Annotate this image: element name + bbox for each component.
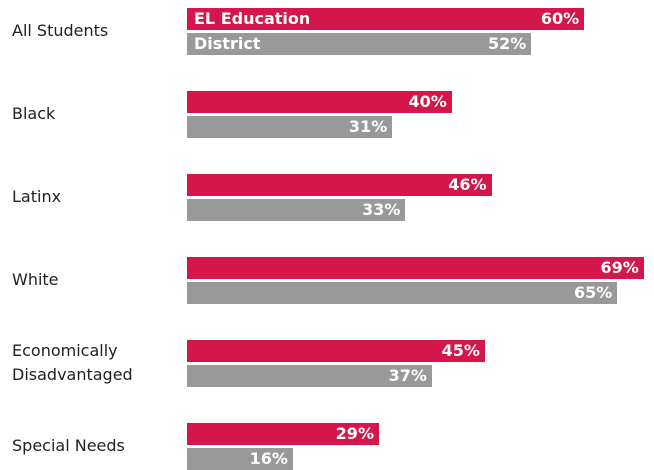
- value-label: 29%: [335, 424, 374, 443]
- value-label: 31%: [348, 116, 388, 136]
- value-label: 69%: [600, 258, 639, 277]
- bar: 69%: [187, 257, 644, 279]
- value-label: 37%: [388, 365, 427, 385]
- value-label: 33%: [362, 199, 401, 219]
- bar: EL Education 60%: [187, 8, 585, 30]
- bar: 45%: [187, 340, 485, 362]
- category-label: Black: [12, 104, 56, 124]
- bar: 65%: [187, 281, 618, 304]
- bar: 31%: [187, 115, 393, 138]
- value-label: 46%: [448, 175, 487, 194]
- value-label: 40%: [408, 92, 447, 111]
- bar: 29%: [187, 423, 379, 445]
- bar: District 52%: [187, 32, 532, 55]
- bar: 37%: [187, 364, 432, 387]
- series-label: District: [194, 33, 261, 53]
- category-label: All Students: [12, 21, 109, 41]
- category-label: Special Needs: [12, 436, 125, 456]
- category-label: Latinx: [12, 187, 62, 207]
- bar: 40%: [187, 91, 452, 113]
- category-label: Economically Disadvantaged: [12, 341, 133, 385]
- value-label: 60%: [540, 9, 580, 28]
- category-label: White: [12, 270, 59, 290]
- bar: 46%: [187, 174, 492, 196]
- value-label: 52%: [487, 33, 527, 53]
- value-label: 65%: [574, 282, 613, 302]
- bar: 33%: [187, 198, 406, 221]
- bar: 16%: [187, 447, 293, 470]
- value-label: 16%: [249, 448, 288, 468]
- value-label: 45%: [441, 341, 480, 360]
- series-label: EL Education: [194, 9, 311, 28]
